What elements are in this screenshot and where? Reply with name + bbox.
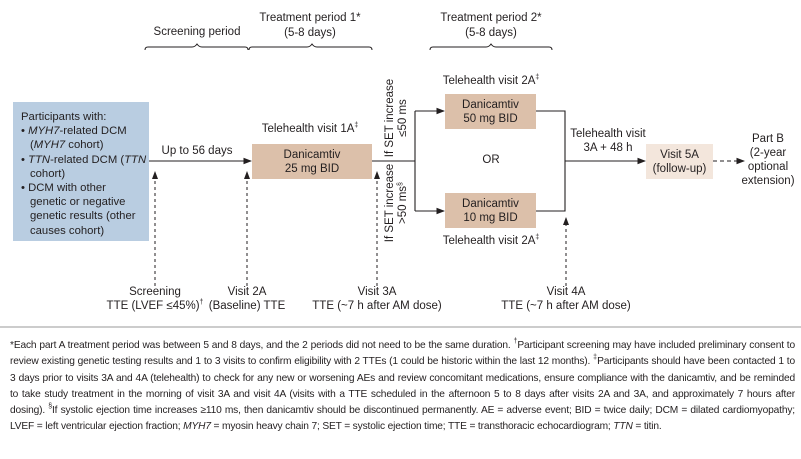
danicamtiv-25mg-box: Danicamtiv 25 mg BID	[252, 144, 372, 179]
up-to-56-days: Up to 56 days	[161, 145, 233, 157]
telehealth-visit-2a-bottom: Telehealth visit 2A‡	[442, 234, 540, 247]
cohort-ttn: • TTN-related DCM (TTN cohort)	[21, 153, 147, 180]
visit-screening-label: Screening TTE (LVEF ≤45%)†	[106, 286, 204, 312]
treatment-period-1-days: (5-8 days)	[284, 27, 336, 39]
visit-3a-label: Visit 3A TTE (~7 h after AM dose)	[312, 286, 442, 312]
treatment-period-2-days: (5-8 days)	[465, 27, 517, 39]
danicamtiv-10mg-box: Danicamtiv 10 mg BID	[445, 193, 536, 228]
brace-treatment2	[429, 43, 553, 51]
screening-period-label: Screening period	[153, 26, 241, 38]
cohort-other: • DCM with other genetic or negative gen…	[21, 182, 136, 237]
condition-set-high: If SET increase >50 ms§	[384, 163, 409, 243]
visit-2a-label: Visit 2A (Baseline) TTE	[208, 286, 286, 312]
part-b: Part B (2-year optional extension)	[741, 133, 795, 187]
visit-5a-box: Visit 5A (follow-up)	[646, 144, 713, 179]
visit-4a-label: Visit 4A TTE (~7 h after AM dose)	[501, 286, 631, 312]
telehealth-visit-2a-top: Telehealth visit 2A‡	[442, 74, 540, 87]
participants-heading: Participants with:	[21, 111, 107, 123]
brace-screening	[144, 43, 249, 51]
or-label: OR	[482, 154, 500, 166]
danicamtiv-50mg-box: Danicamtiv 50 mg BID	[445, 94, 536, 129]
cohort-myh7: • MYH7-related DCM (MYH7 cohort)	[21, 125, 127, 152]
treatment-period-2-title: Treatment period 2*	[440, 12, 542, 24]
brace-treatment1	[248, 43, 373, 51]
treatment-period-1-title: Treatment period 1*	[259, 12, 361, 24]
telehealth-visit-3a-l1: Telehealth visit	[570, 128, 646, 140]
footnote: *Each part A treatment period was betwee…	[10, 338, 795, 433]
participants-box: Participants with: • MYH7-related DCM (M…	[13, 102, 149, 241]
telehealth-visit-3a-l2: 3A + 48 h	[583, 142, 633, 154]
telehealth-visit-1a: Telehealth visit 1A‡	[261, 122, 359, 135]
condition-set-low: If SET increase ≤50 ms	[384, 78, 409, 158]
